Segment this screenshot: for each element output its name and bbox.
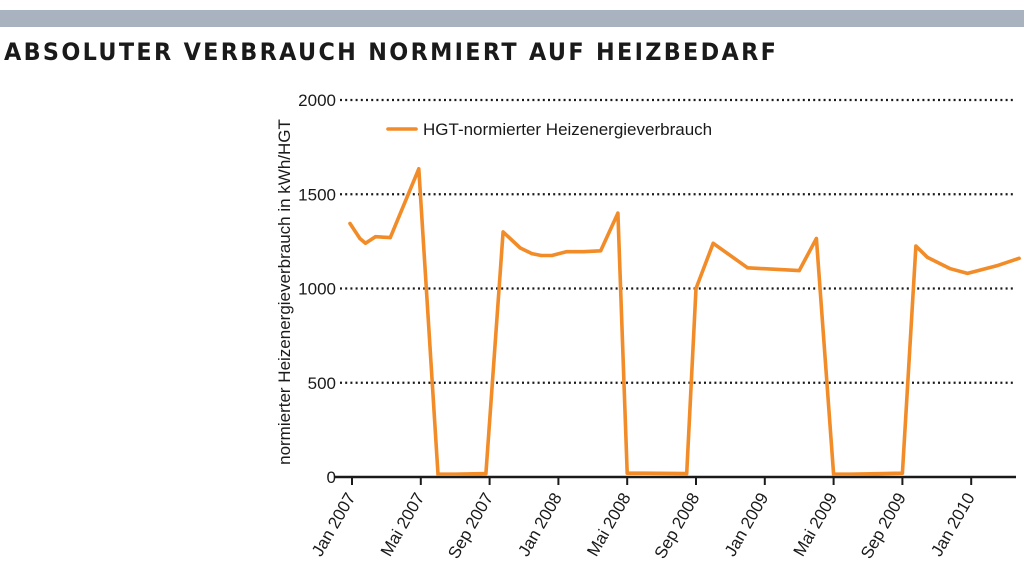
x-tick-label-2009-09: Sep 2009 [857,490,910,563]
data-point-0-17 [616,211,620,215]
data-point-0-33 [994,264,998,268]
x-tick-label-2009-05: Mai 2009 [790,490,841,560]
x-tick-label-2008-09: Sep 2008 [651,490,704,563]
y-axis-label: normierter Heizenergieverbrauch in kWh/H… [275,119,294,465]
data-point-0-27 [849,472,853,476]
series-line-0 [348,167,1021,477]
data-point-0-28 [900,471,905,475]
x-tick-label-2007-05: Mai 2007 [377,490,428,560]
y-tick-label-2000: 2000 [298,91,336,110]
data-point-0-6 [436,472,440,476]
data-point-0-16 [599,249,603,253]
data-point-0-8 [484,472,488,476]
data-point-0-29 [914,244,918,248]
data-point-0-32 [965,271,970,276]
data-point-0-10 [518,246,522,250]
data-point-0-26 [832,472,836,476]
data-point-0-30 [925,255,930,259]
chart-title: ABSOLUTER VERBRAUCH NORMIERT AUF HEIZBED… [4,38,779,66]
legend-label-0: HGT-normierter Heizenergieverbrauch [423,120,712,139]
data-point-0-15 [581,250,586,254]
data-point-0-19 [642,471,647,475]
y-tick-label-500: 500 [308,374,336,393]
data-point-0-14 [564,250,568,254]
data-point-0-2 [363,241,368,245]
data-point-0-4 [388,236,392,240]
data-point-0-0 [348,221,352,226]
y-tick-label-1000: 1000 [298,280,336,299]
data-point-0-3 [373,235,378,239]
data-point-0-23 [746,266,750,270]
data-point-0-7 [453,472,457,476]
x-tick-label-2009-01: Jan 2009 [721,490,772,560]
x-tick-label-2008-01: Jan 2008 [514,490,565,560]
data-point-0-9 [501,230,505,234]
header-accent-bar [0,10,1024,27]
data-point-0-13 [550,253,554,258]
data-point-0-34 [1017,256,1021,260]
data-point-0-20 [685,472,689,476]
data-point-0-11 [530,252,534,256]
data-point-0-21 [694,286,698,291]
data-point-0-24 [797,268,801,273]
data-point-0-1 [358,236,362,241]
data-point-0-5 [417,167,421,171]
x-tick-label-2007-01: Jan 2007 [308,490,359,560]
y-tick-label-1500: 1500 [298,185,336,204]
x-tick-label-2007-09: Sep 2007 [444,489,497,562]
x-tick-label-2010-01: Jan 2010 [927,489,978,559]
x-tick-label-2008-05: Mai 2008 [583,490,634,560]
data-point-0-18 [625,471,629,475]
data-point-0-31 [948,267,952,271]
data-point-0-12 [539,253,543,258]
data-point-0-22 [711,241,715,245]
y-tick-label-0: 0 [327,468,336,487]
data-point-0-25 [814,236,819,241]
